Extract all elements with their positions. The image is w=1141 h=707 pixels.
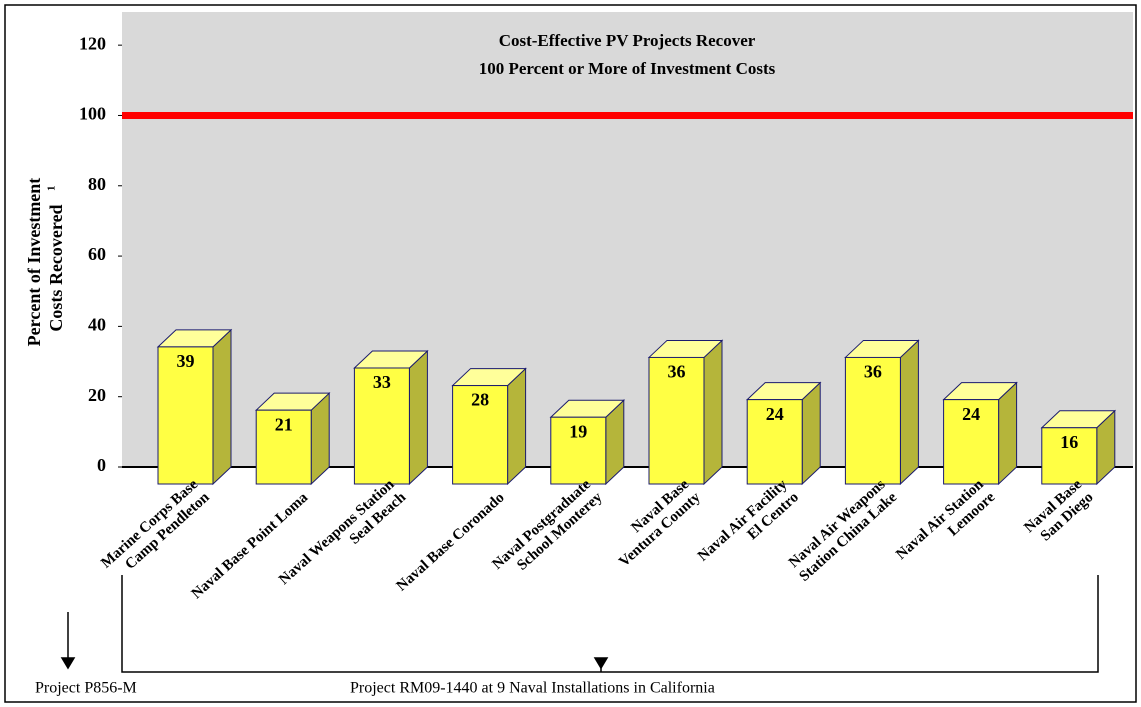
bar-side [801, 381, 821, 486]
bar [647, 339, 724, 486]
value-label: 19 [569, 421, 587, 441]
bar [1040, 409, 1117, 486]
y-tick-label: 120 [79, 33, 106, 53]
y-tick-label: 40 [88, 315, 106, 335]
bar-front [550, 416, 607, 485]
value-label: 36 [864, 362, 882, 382]
bar [353, 349, 429, 486]
value-label: 28 [471, 390, 489, 410]
value-label: 24 [962, 404, 980, 424]
bar [254, 392, 331, 486]
footnote-marker: 1 [46, 186, 58, 192]
y-label-line: Costs Recovered [46, 204, 66, 331]
bar [549, 399, 626, 486]
y-axis-label: Percent of Investment Costs Recovered 1 [24, 178, 66, 347]
value-label: 33 [373, 372, 391, 392]
bar-side [507, 367, 527, 486]
bar-side [998, 381, 1018, 486]
bar [156, 328, 233, 486]
y-tick-label: 80 [88, 174, 106, 194]
y-label-line: Percent of Investment [24, 178, 44, 347]
annotation: Cost-Effective PV Projects Recover [499, 31, 756, 50]
bar-front [452, 385, 509, 485]
value-label: 36 [668, 362, 686, 382]
bar [745, 381, 822, 486]
y-tick-label: 20 [88, 385, 106, 405]
bar-front [255, 409, 312, 485]
bar-front [157, 346, 214, 485]
bar [451, 367, 527, 486]
bar-front [844, 356, 901, 485]
group-label: Project P856-M [35, 680, 137, 697]
y-tick-label: 60 [88, 244, 106, 264]
bar-side [408, 349, 428, 486]
group-label: Project RM09-1440 at 9 Naval Installatio… [350, 680, 715, 697]
bar-front [353, 367, 410, 485]
bar-front [746, 399, 803, 485]
value-label: 21 [275, 414, 293, 434]
bar [942, 381, 1018, 486]
bar-front [1041, 427, 1098, 485]
bar-front [648, 356, 705, 485]
bar-side [703, 339, 723, 486]
bar-side [899, 339, 919, 486]
bar-front [943, 399, 1000, 485]
annotation: 100 Percent or More of Investment Costs [479, 59, 776, 78]
bar [844, 339, 920, 486]
arrow-head [593, 657, 609, 670]
bar-side [212, 328, 232, 486]
y-tick-label: 100 [79, 104, 106, 124]
value-label: 39 [177, 351, 195, 371]
arrow-head [60, 657, 76, 670]
y-tick-label: 0 [97, 455, 106, 475]
value-label: 24 [766, 404, 784, 424]
brackets [60, 575, 1099, 673]
bracket [121, 575, 1099, 673]
value-label: 16 [1060, 432, 1078, 452]
